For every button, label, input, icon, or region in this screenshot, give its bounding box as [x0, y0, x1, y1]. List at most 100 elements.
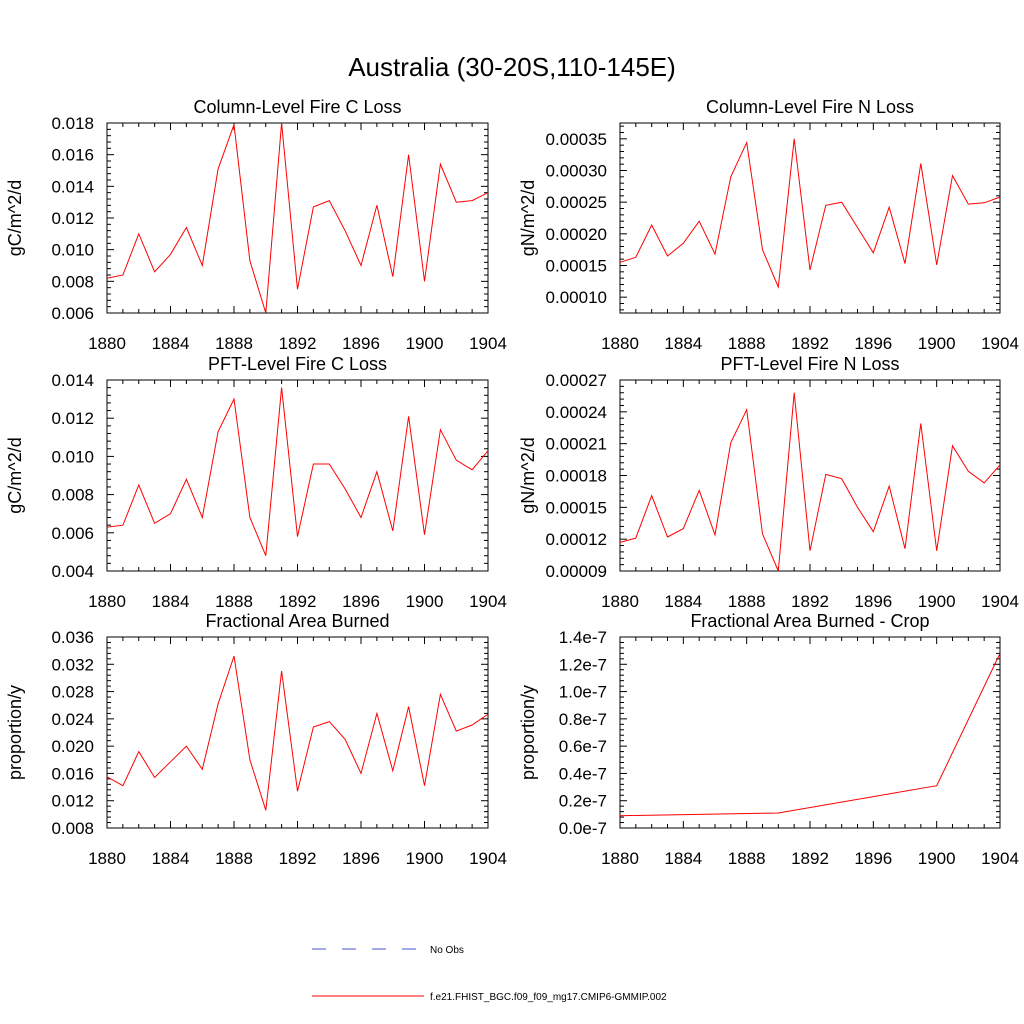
plot-frame — [106, 636, 489, 829]
x-tick-label: 1900 — [406, 849, 444, 868]
x-tick-label: 1892 — [791, 334, 829, 353]
y-axis-label: proportion/y — [518, 685, 538, 780]
x-tick-label: 1888 — [728, 849, 766, 868]
x-tick-label: 1892 — [279, 592, 317, 611]
legend: No Obs f.e21.FHIST_BGC.f09_f09_mg17.CMIP… — [312, 945, 667, 1003]
y-axis-label: gC/m^2/d — [5, 437, 25, 513]
y-tick-label: 0.00025 — [546, 193, 607, 212]
y-tick-label: 0.016 — [51, 146, 94, 165]
plot-frame — [106, 379, 489, 572]
y-tick-label: 1.0e-7 — [559, 683, 607, 702]
y-axis-label: gC/m^2/d — [5, 180, 25, 256]
x-tick-label: 1888 — [728, 592, 766, 611]
y-tick-label: 0.012 — [51, 409, 94, 428]
x-tick-label: 1884 — [152, 334, 190, 353]
y-tick-label: 0.00012 — [546, 530, 607, 549]
x-tick-label: 1904 — [981, 849, 1019, 868]
y-tick-label: 1.4e-7 — [559, 628, 607, 647]
y-tick-label: 0.014 — [51, 177, 94, 196]
y-tick-label: 0.008 — [51, 272, 94, 291]
x-tick-label: 1888 — [215, 592, 253, 611]
x-tick-label: 1892 — [791, 592, 829, 611]
panel-title: Column-Level Fire N Loss — [706, 97, 914, 117]
y-tick-label: 0.00015 — [546, 498, 607, 517]
x-tick-label: 1900 — [918, 592, 956, 611]
legend-label-model: f.e21.FHIST_BGC.f09_f09_mg17.CMIP6-GMMIP… — [430, 992, 667, 1003]
y-tick-label: 0.4e-7 — [559, 764, 607, 783]
y-tick-label: 0.004 — [51, 562, 94, 581]
chart-panel-6: 1880 1884 1888 1892 1896 1900 1904 0.0e-7 0.2e-7… — [518, 611, 1019, 868]
y-tick-label: 0.00027 — [546, 371, 607, 390]
y-tick-label: 0.00030 — [546, 162, 607, 181]
x-tick-label: 1896 — [342, 334, 380, 353]
y-tick-label: 0.016 — [51, 764, 94, 783]
y-tick-label: 0.0e-7 — [559, 819, 607, 838]
series-line — [619, 653, 1001, 817]
x-tick-label: 1888 — [215, 849, 253, 868]
legend-label-no-obs: No Obs — [430, 945, 464, 956]
x-tick-label: 1900 — [918, 849, 956, 868]
chart-panel-3: 1880 1884 1888 1892 1896 1900 1904 0.004 0.006 0.… — [5, 354, 507, 611]
y-tick-label: 0.6e-7 — [559, 737, 607, 756]
y-tick-label: 0.2e-7 — [559, 792, 607, 811]
x-tick-label: 1904 — [469, 592, 507, 611]
x-tick-label: 1880 — [601, 592, 639, 611]
y-tick-label: 0.024 — [51, 710, 94, 729]
chart-panel-2: 1880 1884 1888 1892 1896 1900 1904 0.00010 0.000… — [518, 97, 1019, 353]
chart-panel-5: 1880 1884 1888 1892 1896 1900 1904 0.008 0.012 0.… — [5, 611, 507, 868]
x-tick-label: 1888 — [215, 334, 253, 353]
panel-title: Fractional Area Burned — [205, 611, 389, 631]
series-line — [106, 122, 489, 314]
y-axis-label: gN/m^2/d — [518, 437, 538, 513]
y-tick-label: 0.010 — [51, 447, 94, 466]
x-tick-label: 1892 — [279, 334, 317, 353]
y-tick-label: 0.00010 — [546, 288, 607, 307]
y-tick-label: 0.00015 — [546, 257, 607, 276]
panel-title: Fractional Area Burned - Crop — [690, 611, 929, 631]
y-tick-label: 0.00021 — [546, 435, 607, 454]
x-tick-label: 1884 — [664, 334, 702, 353]
y-tick-label: 0.028 — [51, 683, 94, 702]
y-tick-label: 0.036 — [51, 628, 94, 647]
y-tick-label: 0.020 — [51, 737, 94, 756]
y-tick-label: 0.012 — [51, 209, 94, 228]
panel-title: PFT-Level Fire N Loss — [720, 354, 899, 374]
y-tick-label: 0.012 — [51, 792, 94, 811]
x-tick-label: 1888 — [728, 334, 766, 353]
y-tick-label: 0.8e-7 — [559, 710, 607, 729]
y-tick-label: 0.018 — [51, 114, 94, 133]
y-tick-label: 0.014 — [51, 371, 94, 390]
x-tick-label: 1884 — [152, 592, 190, 611]
x-tick-label: 1896 — [854, 592, 892, 611]
x-tick-label: 1896 — [342, 849, 380, 868]
x-tick-label: 1884 — [152, 849, 190, 868]
x-tick-label: 1896 — [342, 592, 380, 611]
y-tick-label: 0.00018 — [546, 467, 607, 486]
x-tick-label: 1884 — [664, 849, 702, 868]
y-tick-label: 1.2e-7 — [559, 655, 607, 674]
x-tick-label: 1896 — [854, 334, 892, 353]
y-tick-label: 0.00024 — [546, 403, 607, 422]
plot-frame — [619, 379, 1001, 572]
y-tick-label: 0.00020 — [546, 225, 607, 244]
x-tick-label: 1896 — [854, 849, 892, 868]
x-tick-label: 1904 — [469, 334, 507, 353]
x-tick-label: 1904 — [981, 334, 1019, 353]
y-tick-label: 0.032 — [51, 655, 94, 674]
x-tick-label: 1880 — [601, 849, 639, 868]
x-tick-label: 1880 — [601, 334, 639, 353]
figure-title: Australia (30-20S,110-145E) — [348, 52, 676, 82]
panels-group: 1880 1884 1888 1892 1896 1900 1904 0.006 0.008 0.… — [5, 97, 1019, 868]
chart-panel-4: 1880 1884 1888 1892 1896 1900 1904 0.00009 0.000… — [518, 354, 1019, 611]
x-tick-label: 1900 — [406, 334, 444, 353]
series-line — [106, 387, 489, 556]
y-axis-label: proportion/y — [5, 685, 25, 780]
y-tick-label: 0.008 — [51, 486, 94, 505]
chart-panel-1: 1880 1884 1888 1892 1896 1900 1904 0.006 0.008 0.… — [5, 97, 507, 353]
y-tick-label: 0.008 — [51, 819, 94, 838]
x-tick-label: 1892 — [279, 849, 317, 868]
x-tick-label: 1904 — [981, 592, 1019, 611]
y-tick-label: 0.00009 — [546, 562, 607, 581]
x-tick-label: 1900 — [406, 592, 444, 611]
